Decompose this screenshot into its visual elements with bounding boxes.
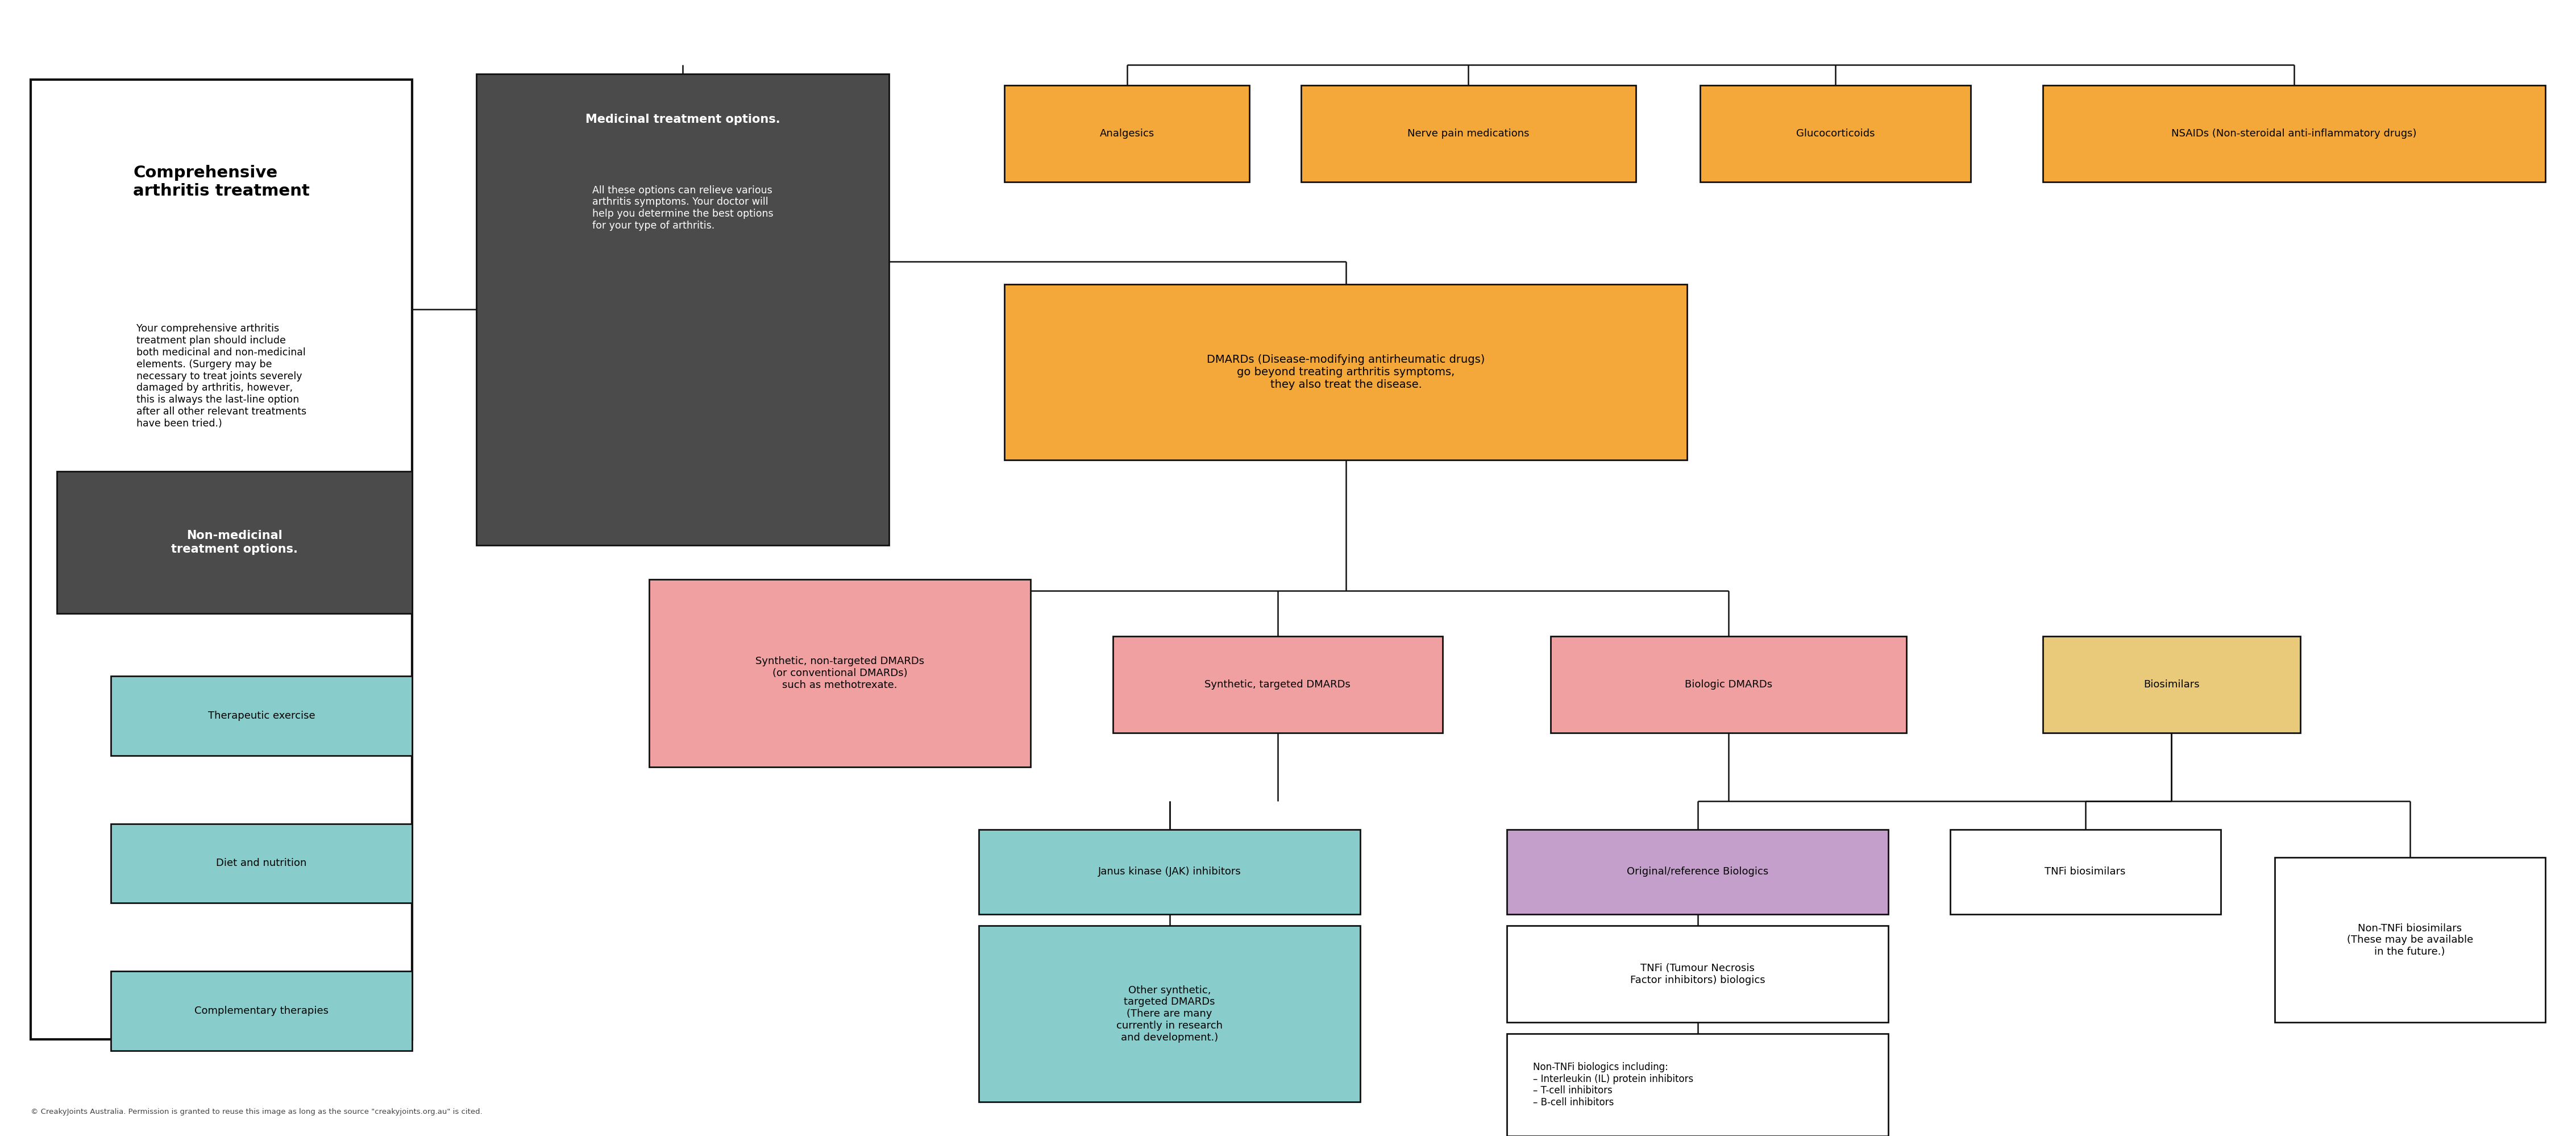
FancyBboxPatch shape — [57, 471, 412, 613]
FancyBboxPatch shape — [1507, 1034, 1888, 1136]
Text: Other synthetic,
targeted DMARDs
(There are many
currently in research
and devel: Other synthetic, targeted DMARDs (There … — [1115, 985, 1224, 1043]
FancyBboxPatch shape — [1005, 85, 1249, 182]
Text: TNFi (Tumour Necrosis
Factor inhibitors) biologics: TNFi (Tumour Necrosis Factor inhibitors)… — [1631, 963, 1765, 985]
Text: Therapeutic exercise: Therapeutic exercise — [209, 710, 314, 721]
Text: Non-TNFi biologics including:
– Interleukin (IL) protein inhibitors
– T-cell inh: Non-TNFi biologics including: – Interleu… — [1533, 1062, 1692, 1108]
FancyBboxPatch shape — [111, 824, 412, 903]
FancyBboxPatch shape — [649, 579, 1030, 767]
Text: Medicinal treatment options.: Medicinal treatment options. — [585, 114, 781, 125]
FancyBboxPatch shape — [979, 926, 1360, 1102]
Text: Diet and nutrition: Diet and nutrition — [216, 858, 307, 869]
Text: Synthetic, targeted DMARDs: Synthetic, targeted DMARDs — [1206, 679, 1350, 690]
FancyBboxPatch shape — [1005, 284, 1687, 460]
FancyBboxPatch shape — [2275, 858, 2545, 1022]
Text: Complementary therapies: Complementary therapies — [193, 1005, 330, 1017]
FancyBboxPatch shape — [1700, 85, 1971, 182]
Text: Your comprehensive arthritis
treatment plan should include
both medicinal and no: Your comprehensive arthritis treatment p… — [137, 324, 307, 428]
FancyBboxPatch shape — [1950, 829, 2221, 914]
FancyBboxPatch shape — [1113, 636, 1443, 733]
FancyBboxPatch shape — [2043, 85, 2545, 182]
FancyBboxPatch shape — [2043, 636, 2300, 733]
FancyBboxPatch shape — [111, 676, 412, 755]
FancyBboxPatch shape — [477, 74, 889, 545]
FancyBboxPatch shape — [31, 80, 412, 1039]
Text: Biosimilars: Biosimilars — [2143, 679, 2200, 690]
Text: All these options can relieve various
arthritis symptoms. Your doctor will
help : All these options can relieve various ar… — [592, 185, 773, 231]
Text: © CreakyJoints Australia. Permission is granted to reuse this image as long as t: © CreakyJoints Australia. Permission is … — [31, 1108, 482, 1116]
Text: Original/reference Biologics: Original/reference Biologics — [1628, 867, 1767, 877]
FancyBboxPatch shape — [111, 971, 412, 1051]
Text: Nerve pain medications: Nerve pain medications — [1406, 128, 1530, 139]
Text: Synthetic, non-targeted DMARDs
(or conventional DMARDs)
such as methotrexate.: Synthetic, non-targeted DMARDs (or conve… — [755, 657, 925, 690]
Text: Janus kinase (JAK) inhibitors: Janus kinase (JAK) inhibitors — [1097, 867, 1242, 877]
FancyBboxPatch shape — [1507, 926, 1888, 1022]
FancyBboxPatch shape — [979, 829, 1360, 914]
Text: Analgesics: Analgesics — [1100, 128, 1154, 139]
Text: Comprehensive
arthritis treatment: Comprehensive arthritis treatment — [134, 165, 309, 199]
FancyBboxPatch shape — [1507, 829, 1888, 914]
Text: Glucocorticoids: Glucocorticoids — [1795, 128, 1875, 139]
Text: TNFi biosimilars: TNFi biosimilars — [2045, 867, 2125, 877]
FancyBboxPatch shape — [1301, 85, 1636, 182]
Text: Biologic DMARDs: Biologic DMARDs — [1685, 679, 1772, 690]
Text: Non-medicinal
treatment options.: Non-medicinal treatment options. — [170, 531, 299, 554]
Text: Non-TNFi biosimilars
(These may be available
in the future.): Non-TNFi biosimilars (These may be avail… — [2347, 924, 2473, 957]
Text: NSAIDs (Non-steroidal anti-inflammatory drugs): NSAIDs (Non-steroidal anti-inflammatory … — [2172, 128, 2416, 139]
FancyBboxPatch shape — [1551, 636, 1906, 733]
Text: DMARDs (Disease-modifying antirheumatic drugs)
go beyond treating arthritis symp: DMARDs (Disease-modifying antirheumatic … — [1208, 354, 1484, 390]
